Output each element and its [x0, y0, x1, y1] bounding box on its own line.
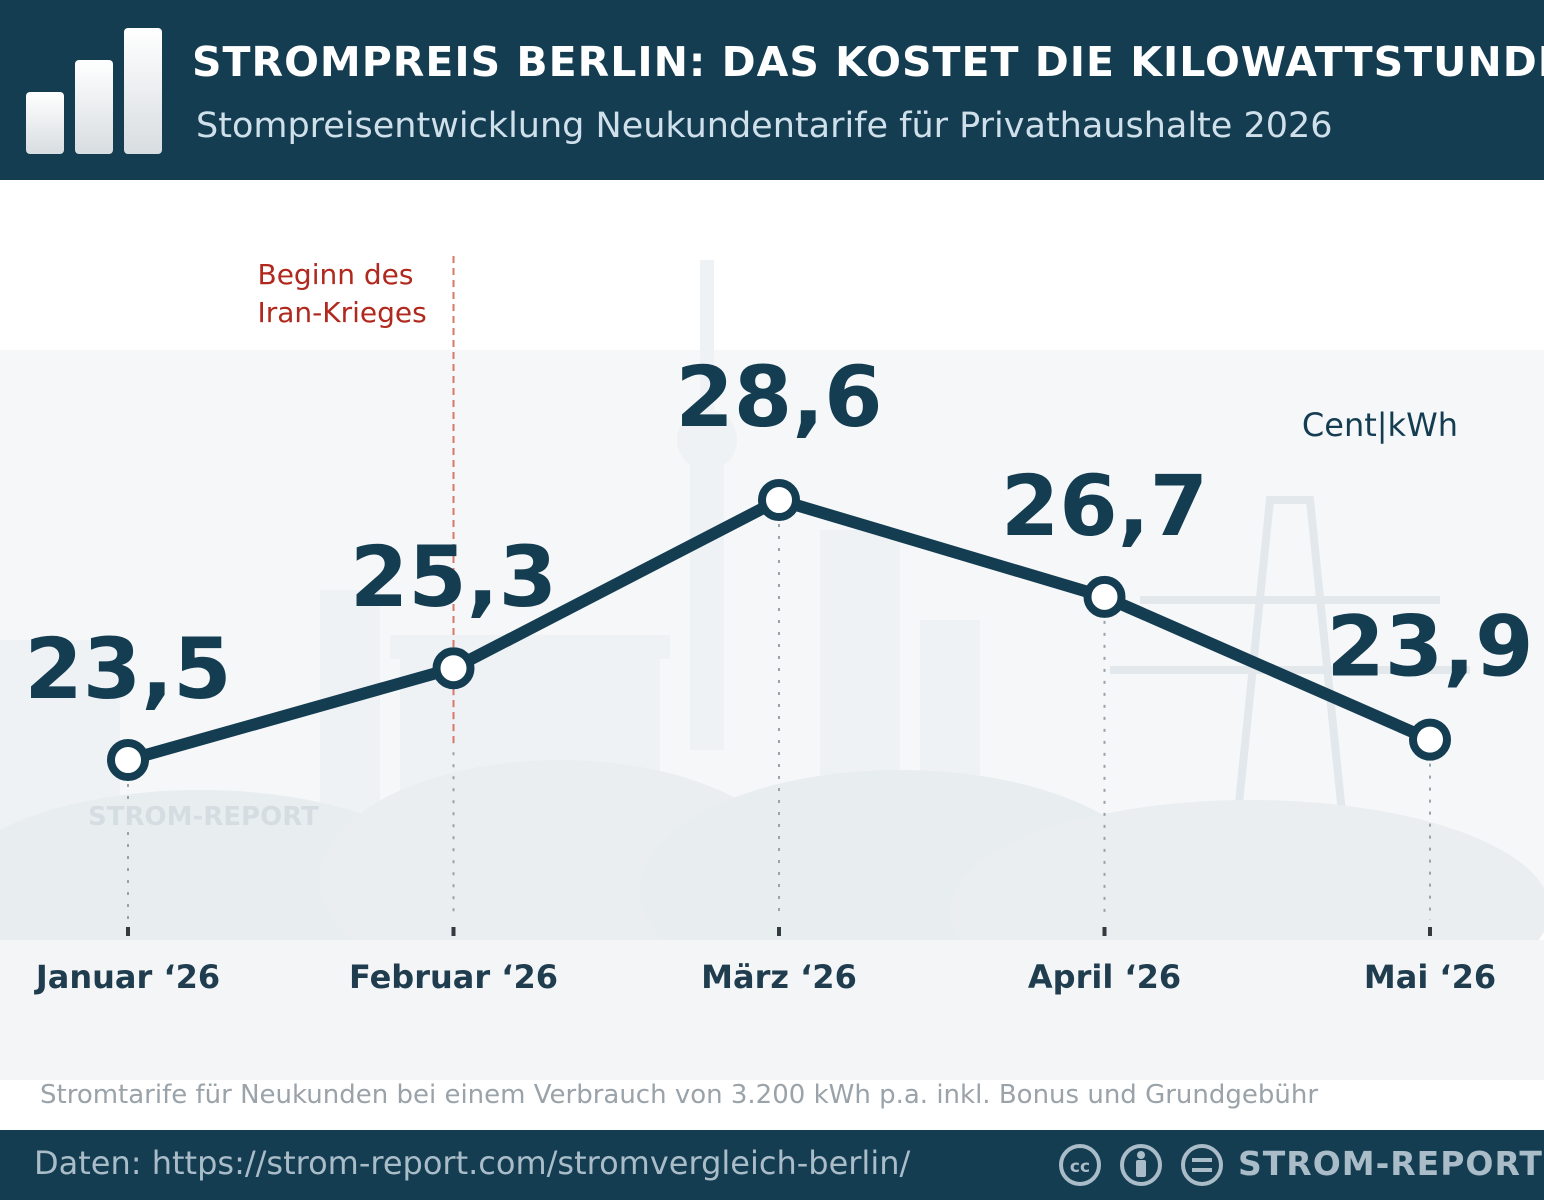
source-link[interactable]: Daten: https://strom-report.com/stromver…: [34, 1144, 911, 1182]
data-value-label: 28,6: [675, 348, 882, 446]
skyline-background: [0, 260, 1544, 1080]
page-title: STROMPREIS BERLIN: DAS KOSTET DIE KILOWA…: [192, 38, 1544, 86]
data-point-marker: [107, 739, 149, 781]
footnote: Stromtarife für Neukunden bei einem Verb…: [40, 1080, 1319, 1110]
x-tick-label: Januar ‘26: [34, 958, 220, 996]
x-tick-label: März ‘26: [701, 958, 857, 996]
footer-bar: Daten: https://strom-report.com/stromver…: [0, 1130, 1544, 1200]
data-value-label: 25,3: [350, 528, 557, 626]
brand-name: STROM-REPORT: [1238, 1144, 1543, 1183]
data-value-label: 23,5: [24, 620, 231, 718]
watermark: STROM-REPORT: [88, 802, 319, 832]
data-point-marker: [1083, 575, 1126, 618]
license-icons: cc: [1059, 1144, 1223, 1186]
bar-chart-logo-icon: [26, 28, 162, 154]
x-tick: [1428, 927, 1432, 936]
header-bar: STROMPREIS BERLIN: DAS KOSTET DIE KILOWA…: [0, 0, 1544, 180]
svg-text:cc: cc: [1070, 1157, 1090, 1177]
cc-icon: cc: [1059, 1144, 1101, 1186]
data-point-marker: [758, 479, 800, 521]
x-tick-label: April ‘26: [1028, 958, 1181, 996]
x-tick: [777, 927, 781, 936]
annotation-text-line1: Beginn des: [258, 258, 414, 291]
nd-icon: [1181, 1144, 1223, 1186]
data-point-marker: [432, 647, 475, 690]
x-tick-label: Februar ‘26: [349, 958, 558, 996]
line-chart: Beginn des Iran-Krieges Januar ‘26 Februar…: [0, 256, 1544, 1080]
chart-area: Beginn des Iran-Krieges Januar ‘26 Februar…: [0, 180, 1544, 1180]
by-icon: [1120, 1144, 1162, 1186]
x-tick: [451, 927, 456, 936]
data-value-label: 26,7: [1001, 457, 1208, 555]
x-tick: [1102, 927, 1107, 936]
annotation-text-line2: Iran-Krieges: [258, 296, 427, 329]
unit-label: Cent|kWh: [1302, 406, 1458, 444]
page-subtitle: Stompreisentwicklung Neukundentarife für…: [196, 106, 1333, 146]
data-point-marker: [1409, 718, 1451, 761]
data-value-label: 23,9: [1326, 598, 1533, 696]
x-tick: [126, 927, 130, 936]
x-tick-label: Mai ‘26: [1364, 958, 1496, 996]
